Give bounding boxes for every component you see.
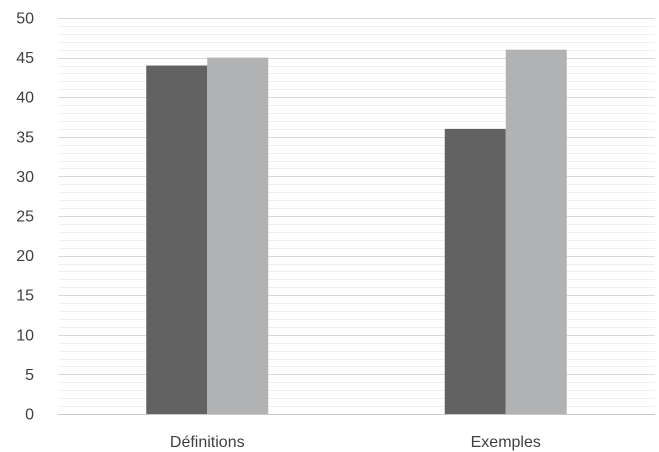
x-tick-label: Exemples — [471, 434, 541, 451]
y-tick-label: 30 — [16, 169, 34, 186]
bars — [146, 49, 567, 415]
y-tick-label: 35 — [16, 129, 34, 146]
x-tick-label: Définitions — [170, 434, 245, 451]
y-tick-label: 5 — [25, 367, 34, 384]
y-tick-label: 0 — [25, 407, 34, 424]
y-tick-label: 50 — [16, 11, 34, 28]
y-tick-label: 15 — [16, 288, 34, 305]
y-tick-label: 40 — [16, 90, 34, 107]
y-tick-label: 25 — [16, 209, 34, 226]
y-axis-tick-labels: 0 5 10 15 20 25 30 35 40 45 50 — [16, 11, 34, 424]
y-tick-label: 10 — [16, 327, 34, 344]
bar-2-1 — [207, 57, 269, 414]
x-axis-tick-labels: Définitions Exemples — [170, 434, 541, 451]
y-tick-label: 45 — [16, 50, 34, 67]
bar-1-1 — [146, 65, 208, 415]
bar-2-2 — [505, 49, 567, 415]
bar-1-2 — [444, 128, 506, 414]
y-tick-label: 20 — [16, 248, 34, 265]
